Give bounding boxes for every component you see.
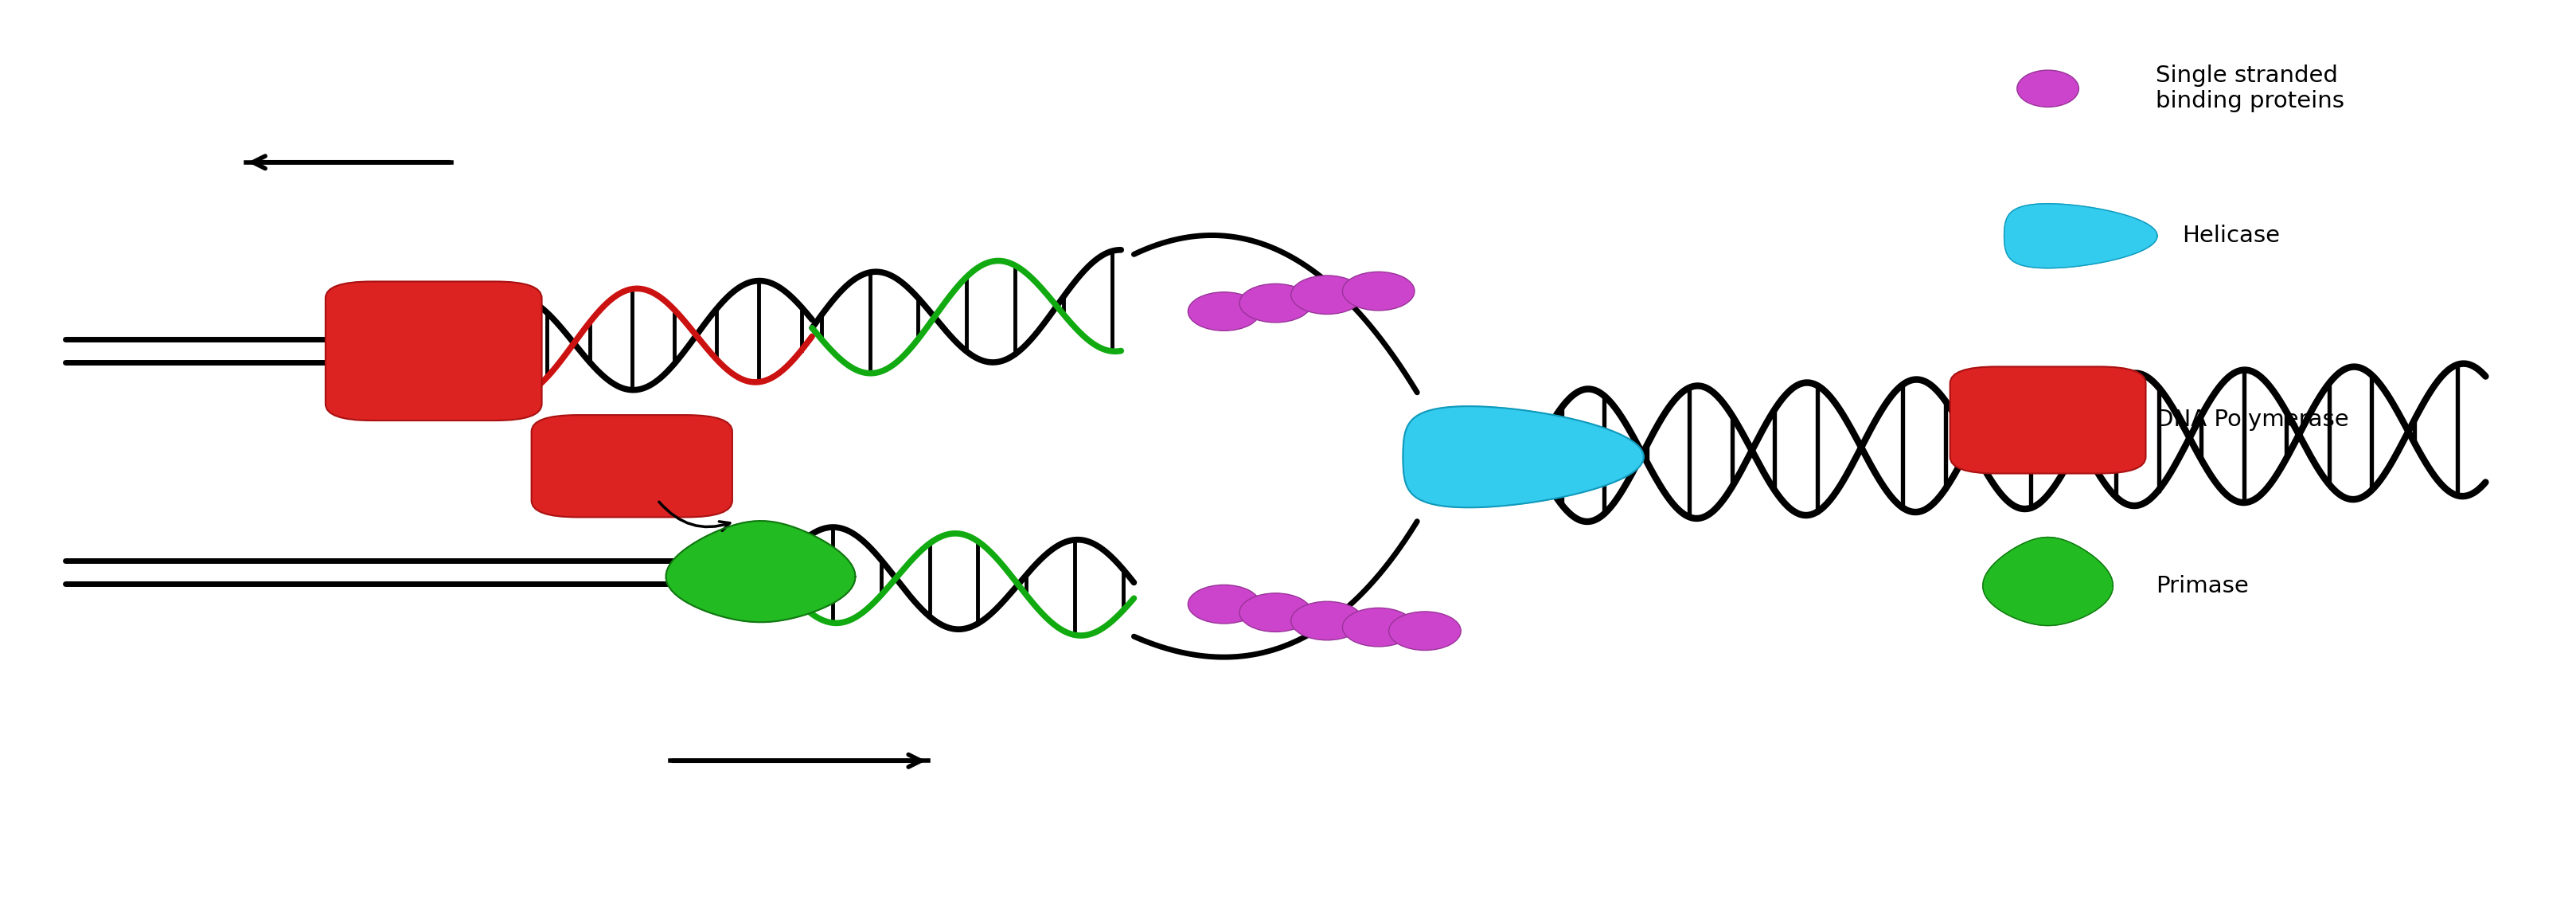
Ellipse shape (1239, 593, 1311, 632)
FancyBboxPatch shape (325, 282, 541, 421)
Ellipse shape (1291, 275, 1363, 314)
Ellipse shape (1239, 283, 1311, 322)
Polygon shape (665, 521, 855, 622)
Polygon shape (1401, 406, 1643, 508)
Text: Single stranded
binding proteins: Single stranded binding proteins (2156, 65, 2344, 113)
Polygon shape (2004, 204, 2156, 268)
Ellipse shape (1188, 292, 1260, 330)
Text: DNA Polymerase: DNA Polymerase (2156, 409, 2349, 431)
Ellipse shape (1342, 608, 1414, 647)
Text: Helicase: Helicase (2182, 225, 2280, 247)
Ellipse shape (1291, 602, 1363, 641)
Polygon shape (1981, 537, 2112, 626)
FancyBboxPatch shape (531, 415, 732, 517)
Ellipse shape (1188, 585, 1260, 624)
Ellipse shape (2017, 70, 2079, 107)
Ellipse shape (1388, 612, 1461, 651)
FancyBboxPatch shape (1950, 366, 2146, 473)
Ellipse shape (1342, 271, 1414, 310)
Text: Primase: Primase (2156, 575, 2249, 597)
